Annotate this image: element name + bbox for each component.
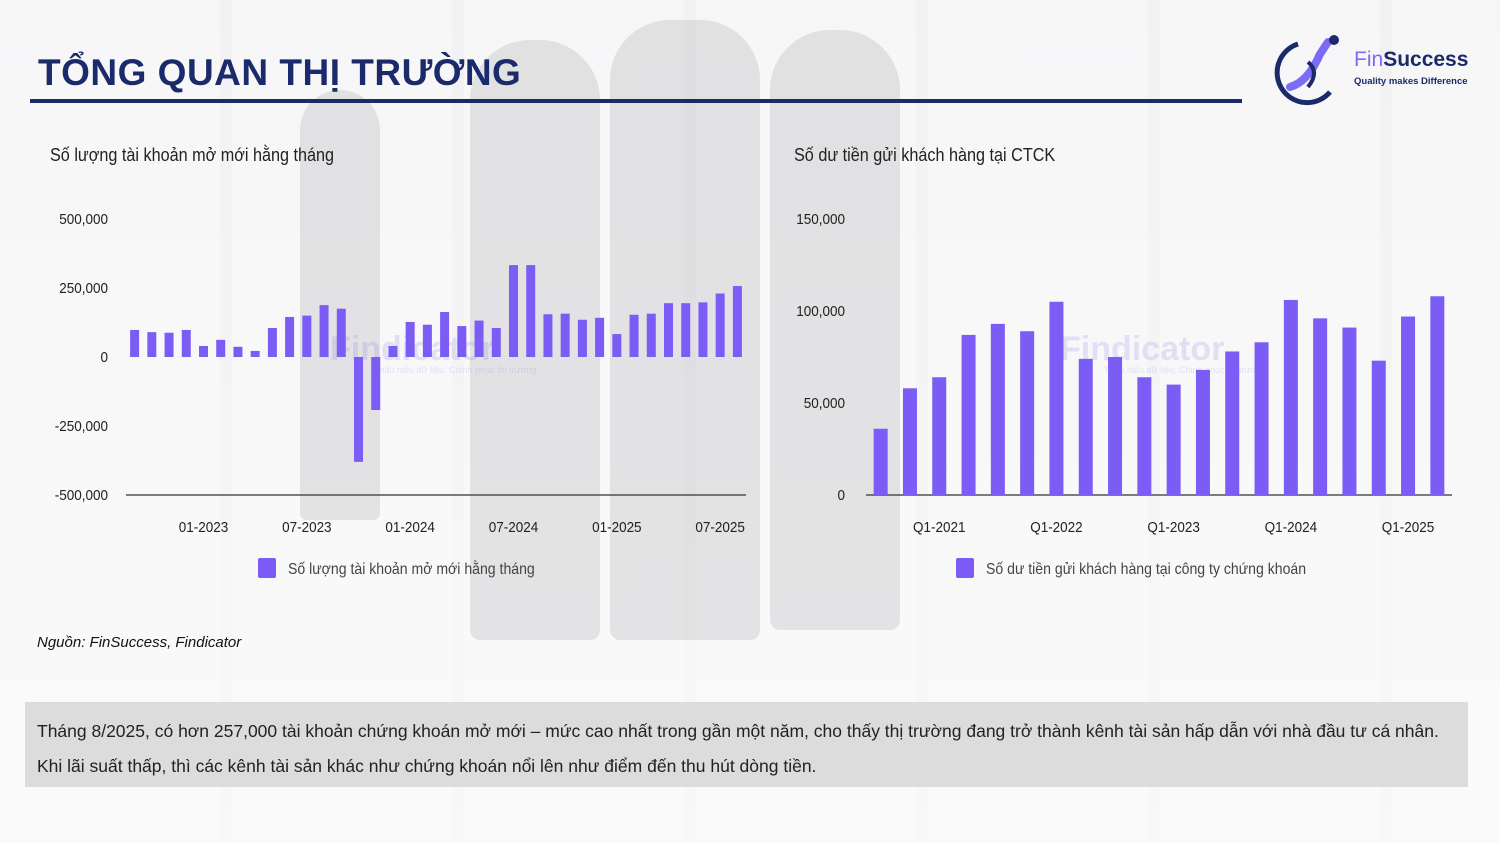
bar <box>526 265 536 357</box>
bar <box>595 317 605 357</box>
x-tick-label: 07-2025 <box>695 519 745 536</box>
x-tick-label: 07-2024 <box>489 519 539 536</box>
x-tick-label: Q1-2025 <box>1382 519 1435 536</box>
bar <box>664 303 673 357</box>
bar <box>646 313 656 357</box>
bar <box>932 377 947 495</box>
commentary-box: Tháng 8/2025, có hơn 257,000 tài khoản c… <box>25 702 1468 787</box>
y-tick-label: -500,000 <box>55 487 108 504</box>
bar <box>1049 301 1064 495</box>
bar <box>1401 316 1416 495</box>
logo-suffix: Success <box>1383 48 1469 71</box>
watermark-tagline: Thấu hiểu dữ liệu, Chinh phục thị trường <box>1104 365 1267 375</box>
bar <box>285 316 295 357</box>
bar <box>250 350 260 357</box>
bar <box>181 329 191 357</box>
bar <box>1195 369 1210 495</box>
bar <box>130 329 140 357</box>
logo-mark-icon <box>1274 35 1339 106</box>
bar <box>577 319 587 357</box>
bar <box>319 305 329 357</box>
bar <box>698 302 708 357</box>
background-silhouette <box>770 30 900 630</box>
bar <box>474 320 484 357</box>
bar <box>267 328 277 357</box>
y-tick-label: 150,000 <box>796 211 845 228</box>
bar <box>491 328 501 357</box>
bar <box>560 313 570 357</box>
bar <box>629 314 639 357</box>
x-tick-label: Q1-2024 <box>1265 519 1318 536</box>
x-tick-label: Q1-2021 <box>913 519 966 536</box>
bar <box>354 357 363 462</box>
bar <box>440 312 450 357</box>
title-divider <box>30 99 1242 103</box>
bar <box>1313 318 1328 495</box>
x-tick-label: Q1-2023 <box>1147 519 1200 536</box>
logo-wordmark: FinSuccess <box>1354 48 1468 72</box>
y-tick-label: 50,000 <box>804 395 845 412</box>
bar <box>233 346 243 357</box>
legend-label: Số lượng tài khoản mở mới hằng tháng <box>288 560 535 578</box>
bar <box>543 314 553 357</box>
bar <box>1166 384 1181 495</box>
bar <box>509 265 518 357</box>
x-tick-label: 07-2023 <box>282 519 332 536</box>
y-tick-label: 100,000 <box>796 303 845 320</box>
source-note: Nguồn: FinSuccess, Findicator <box>37 634 242 651</box>
legend-swatch <box>956 558 974 578</box>
bar <box>612 334 622 357</box>
bar <box>164 332 174 357</box>
bar <box>302 315 312 357</box>
y-tick-label: 250,000 <box>59 280 108 297</box>
bar <box>216 339 226 357</box>
bar <box>1342 327 1357 495</box>
bar <box>990 323 1005 495</box>
commentary-text: Tháng 8/2025, có hơn 257,000 tài khoản c… <box>37 721 1439 776</box>
chart-title-new-accounts: Số lượng tài khoản mở mới hằng tháng <box>50 145 335 165</box>
x-tick-label: 01-2024 <box>385 519 435 536</box>
bar <box>1078 358 1093 495</box>
x-tick-label: Q1-2022 <box>1030 519 1083 536</box>
bar <box>1225 351 1240 495</box>
bar <box>1371 360 1386 495</box>
legend-label: Số dư tiền gửi khách hàng tại công ty ch… <box>986 560 1306 578</box>
x-tick-label: 01-2023 <box>179 519 229 536</box>
chart-title-customer-deposits: Số dư tiền gửi khách hàng tại CTCK <box>794 145 1056 165</box>
bar <box>873 428 888 495</box>
legend-swatch <box>258 558 276 578</box>
logo-tagline: Quality makes Difference <box>1354 76 1468 87</box>
bar <box>681 303 691 357</box>
bar <box>1108 357 1123 495</box>
page-title: TỔNG QUAN THỊ TRƯỜNG <box>38 52 522 93</box>
bar <box>371 357 381 410</box>
y-tick-label: 0 <box>100 349 108 366</box>
bar <box>1137 377 1152 495</box>
bar <box>388 345 398 357</box>
watermark-tagline: Thấu hiểu dữ liệu, Chinh phục thị trường <box>374 365 537 375</box>
bar <box>1283 299 1298 495</box>
bar <box>1430 296 1445 495</box>
bar <box>732 286 742 357</box>
bar <box>422 324 432 357</box>
finsuccess-logo: FinSuccess Quality makes Difference <box>1268 32 1478 107</box>
bar <box>336 308 346 357</box>
y-tick-label: 0 <box>837 487 845 504</box>
bar <box>1020 331 1035 495</box>
bar <box>457 326 467 357</box>
bar <box>961 334 976 495</box>
y-tick-label: -250,000 <box>55 418 108 435</box>
bar <box>1254 342 1269 495</box>
bar <box>902 388 917 495</box>
y-tick-label: 500,000 <box>59 211 108 228</box>
bar <box>405 321 415 357</box>
bar <box>715 293 725 357</box>
bar <box>147 332 157 357</box>
logo-prefix: Fin <box>1354 48 1384 71</box>
bar <box>199 345 208 357</box>
background-silhouette <box>300 90 380 520</box>
x-tick-label: 01-2025 <box>592 519 642 536</box>
